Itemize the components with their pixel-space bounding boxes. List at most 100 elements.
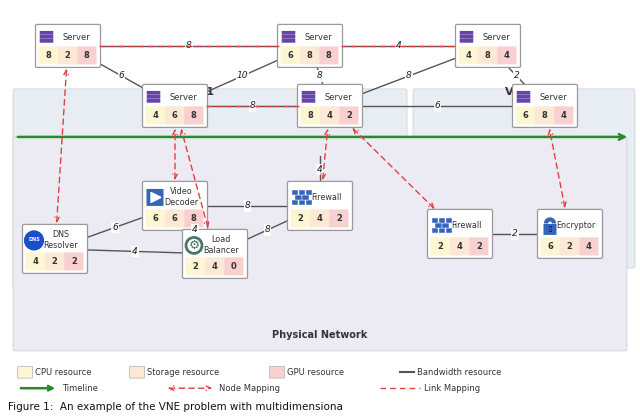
Text: 2: 2 bbox=[476, 242, 482, 251]
FancyBboxPatch shape bbox=[339, 107, 358, 125]
FancyBboxPatch shape bbox=[182, 229, 248, 278]
Text: 2: 2 bbox=[346, 111, 352, 120]
FancyBboxPatch shape bbox=[460, 31, 474, 35]
Text: 2: 2 bbox=[512, 229, 518, 238]
FancyBboxPatch shape bbox=[35, 24, 100, 67]
FancyBboxPatch shape bbox=[560, 237, 579, 255]
Text: 0: 0 bbox=[231, 262, 237, 271]
Text: 🔑: 🔑 bbox=[548, 227, 552, 232]
FancyBboxPatch shape bbox=[22, 224, 88, 273]
FancyBboxPatch shape bbox=[299, 200, 305, 204]
FancyBboxPatch shape bbox=[38, 46, 58, 64]
Text: Bandwidth resource: Bandwidth resource bbox=[417, 368, 501, 377]
Text: 6: 6 bbox=[435, 102, 440, 110]
FancyBboxPatch shape bbox=[165, 209, 184, 227]
Text: 8: 8 bbox=[307, 111, 313, 120]
FancyBboxPatch shape bbox=[224, 257, 243, 275]
Text: Load
Balancer: Load Balancer bbox=[203, 235, 239, 255]
FancyBboxPatch shape bbox=[301, 99, 316, 103]
FancyBboxPatch shape bbox=[147, 95, 160, 99]
FancyBboxPatch shape bbox=[516, 91, 531, 95]
Text: 8: 8 bbox=[186, 41, 192, 51]
Text: 6: 6 bbox=[172, 111, 177, 120]
FancyBboxPatch shape bbox=[439, 228, 445, 232]
FancyBboxPatch shape bbox=[439, 218, 445, 222]
Circle shape bbox=[25, 232, 43, 250]
Text: Encryptor: Encryptor bbox=[556, 221, 596, 230]
FancyBboxPatch shape bbox=[147, 99, 160, 103]
FancyBboxPatch shape bbox=[541, 237, 560, 255]
FancyBboxPatch shape bbox=[292, 200, 298, 204]
FancyBboxPatch shape bbox=[296, 195, 301, 199]
FancyBboxPatch shape bbox=[435, 223, 442, 227]
FancyBboxPatch shape bbox=[184, 107, 204, 125]
Text: 4: 4 bbox=[504, 51, 510, 60]
FancyBboxPatch shape bbox=[301, 95, 316, 99]
Text: Server: Server bbox=[62, 33, 90, 42]
Text: VNR 1: VNR 1 bbox=[176, 87, 214, 97]
Text: CPU resource: CPU resource bbox=[35, 368, 92, 377]
FancyBboxPatch shape bbox=[278, 24, 342, 67]
Text: Server: Server bbox=[169, 93, 197, 102]
FancyBboxPatch shape bbox=[446, 218, 452, 222]
FancyBboxPatch shape bbox=[282, 35, 295, 39]
FancyBboxPatch shape bbox=[184, 209, 204, 227]
Text: 4: 4 bbox=[192, 225, 198, 234]
Text: 4: 4 bbox=[456, 242, 463, 251]
Text: 4: 4 bbox=[32, 257, 38, 266]
Text: 8: 8 bbox=[191, 111, 196, 120]
FancyBboxPatch shape bbox=[40, 35, 53, 39]
FancyBboxPatch shape bbox=[77, 46, 97, 64]
Text: 4: 4 bbox=[326, 111, 332, 120]
Text: Physical Network: Physical Network bbox=[272, 330, 368, 340]
Text: 6: 6 bbox=[112, 223, 118, 232]
FancyBboxPatch shape bbox=[329, 209, 349, 227]
Text: VNR 2: VNR 2 bbox=[505, 87, 543, 97]
FancyBboxPatch shape bbox=[300, 46, 319, 64]
Text: 6: 6 bbox=[172, 214, 177, 223]
FancyBboxPatch shape bbox=[301, 91, 316, 95]
Text: 2: 2 bbox=[336, 214, 342, 223]
Text: 4: 4 bbox=[317, 214, 323, 223]
Text: 6: 6 bbox=[152, 214, 158, 223]
FancyBboxPatch shape bbox=[497, 46, 516, 64]
Text: 8: 8 bbox=[250, 102, 255, 110]
Text: 6: 6 bbox=[118, 71, 124, 80]
FancyBboxPatch shape bbox=[460, 35, 474, 39]
FancyBboxPatch shape bbox=[26, 252, 45, 270]
Text: 4: 4 bbox=[586, 242, 592, 251]
Text: 8: 8 bbox=[84, 51, 90, 60]
FancyBboxPatch shape bbox=[280, 46, 300, 64]
Text: 4: 4 bbox=[396, 41, 402, 51]
FancyBboxPatch shape bbox=[165, 107, 184, 125]
FancyBboxPatch shape bbox=[319, 46, 339, 64]
FancyBboxPatch shape bbox=[291, 209, 310, 227]
Text: 6: 6 bbox=[547, 242, 553, 251]
Text: 2: 2 bbox=[514, 71, 520, 80]
FancyBboxPatch shape bbox=[301, 107, 320, 125]
FancyBboxPatch shape bbox=[432, 228, 438, 232]
Text: 10: 10 bbox=[237, 71, 248, 80]
Text: 2: 2 bbox=[52, 257, 58, 266]
FancyBboxPatch shape bbox=[143, 181, 207, 230]
FancyBboxPatch shape bbox=[442, 223, 449, 227]
Text: 8: 8 bbox=[244, 201, 250, 210]
Text: GPU resource: GPU resource bbox=[287, 368, 344, 377]
Text: Server: Server bbox=[324, 93, 352, 102]
Text: 2: 2 bbox=[566, 242, 572, 251]
Text: 8: 8 bbox=[191, 214, 196, 223]
FancyBboxPatch shape bbox=[516, 99, 531, 103]
Text: ⚙: ⚙ bbox=[188, 239, 200, 252]
Text: 8: 8 bbox=[264, 225, 270, 234]
FancyBboxPatch shape bbox=[298, 84, 362, 127]
FancyBboxPatch shape bbox=[143, 84, 207, 127]
FancyBboxPatch shape bbox=[45, 252, 64, 270]
FancyBboxPatch shape bbox=[538, 209, 602, 258]
FancyBboxPatch shape bbox=[17, 367, 33, 378]
FancyBboxPatch shape bbox=[306, 200, 312, 204]
FancyBboxPatch shape bbox=[13, 137, 627, 351]
Text: 4: 4 bbox=[561, 111, 567, 120]
FancyBboxPatch shape bbox=[147, 189, 163, 206]
Text: 8: 8 bbox=[317, 71, 323, 80]
FancyBboxPatch shape bbox=[310, 209, 329, 227]
